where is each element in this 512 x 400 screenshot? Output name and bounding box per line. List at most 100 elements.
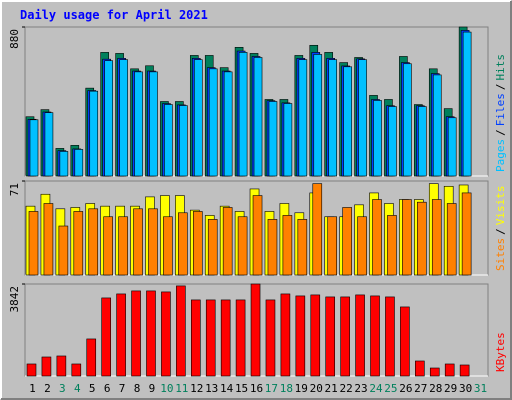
bar (267, 219, 278, 276)
legend-entry: Hits (494, 54, 507, 81)
bar (86, 338, 97, 377)
bar (418, 106, 427, 177)
bar (26, 363, 37, 377)
bar (459, 364, 470, 377)
x-tick-label: 10 (160, 382, 173, 395)
x-tick-label: 22 (339, 382, 352, 395)
chart-title: Daily usage for April 2021 (20, 8, 208, 22)
bar (238, 52, 248, 177)
bar (208, 68, 218, 177)
legend: Pages / Files / Hits (494, 54, 507, 172)
bar (103, 216, 113, 276)
bar (149, 71, 158, 177)
y-tick-label: 71 (8, 183, 21, 196)
bar (370, 295, 380, 377)
bar (340, 296, 350, 377)
bar (280, 293, 291, 377)
bar (250, 283, 261, 377)
bar (265, 299, 276, 377)
legend-entry: KBytes (494, 332, 507, 372)
x-tick-label: 5 (89, 382, 96, 395)
x-tick-label: 6 (104, 382, 111, 395)
bar (205, 299, 216, 377)
bar (295, 295, 306, 377)
bar (222, 207, 233, 276)
bar (176, 285, 186, 377)
x-tick-label: 7 (119, 382, 126, 395)
x-tick-label: 11 (175, 382, 188, 395)
bar (446, 203, 457, 276)
bar (402, 199, 412, 276)
bar (74, 149, 84, 177)
bar (148, 208, 158, 276)
legend-entry: Sites (494, 238, 507, 271)
bar (417, 201, 427, 276)
bar (444, 363, 455, 377)
bar (403, 63, 412, 177)
x-tick-label: 26 (399, 382, 412, 395)
x-tick-label: 4 (74, 382, 81, 395)
bar (164, 104, 173, 177)
bar (220, 299, 231, 377)
bar (282, 215, 293, 276)
x-tick-label: 1 (29, 382, 36, 395)
bar (310, 294, 321, 377)
bar (190, 299, 201, 377)
bar (119, 59, 128, 177)
bar (432, 74, 442, 177)
bar (192, 211, 203, 276)
y-tick-label: 3842 (8, 286, 21, 313)
bar (28, 211, 39, 276)
bar (325, 296, 336, 377)
x-tick-label: 30 (459, 382, 472, 395)
legend-separator: / (494, 228, 507, 235)
bar (43, 203, 54, 276)
bar (118, 216, 128, 276)
x-tick-label: 31 (474, 382, 487, 395)
bar (237, 216, 248, 276)
x-tick-label: 16 (250, 382, 263, 395)
legend: KBytes (494, 332, 507, 372)
bar (116, 293, 126, 377)
bar (89, 90, 99, 177)
bar (146, 290, 156, 377)
bar (462, 31, 472, 177)
legend-entry: Pages (494, 139, 507, 172)
bar (283, 103, 293, 177)
bar (88, 208, 99, 276)
bar (131, 290, 141, 377)
bar (415, 360, 425, 377)
bar (104, 60, 113, 177)
x-tick-label: 29 (444, 382, 457, 395)
bar (387, 215, 397, 276)
bar (400, 306, 410, 377)
x-tick-label: 20 (310, 382, 323, 395)
bar (193, 59, 203, 177)
x-tick-label: 19 (295, 382, 308, 395)
bar (297, 219, 308, 276)
legend-separator: / (494, 84, 507, 91)
bar (41, 356, 52, 377)
x-tick-label: 27 (414, 382, 427, 395)
bar (56, 355, 67, 377)
bar (388, 106, 397, 177)
bar (178, 212, 188, 276)
x-tick-label: 8 (134, 382, 141, 395)
x-tick-label: 15 (235, 382, 248, 395)
bar (58, 225, 69, 276)
bar (327, 216, 338, 276)
bar (235, 299, 246, 377)
bar (461, 192, 472, 276)
x-tick-label: 14 (220, 382, 234, 395)
bar (357, 216, 367, 276)
legend-entry: Visits (494, 186, 507, 226)
bar (373, 100, 382, 177)
x-tick-label: 12 (190, 382, 203, 395)
x-tick-label: 17 (265, 382, 278, 395)
bar (447, 117, 457, 177)
bar (253, 57, 263, 177)
bar (133, 208, 143, 276)
